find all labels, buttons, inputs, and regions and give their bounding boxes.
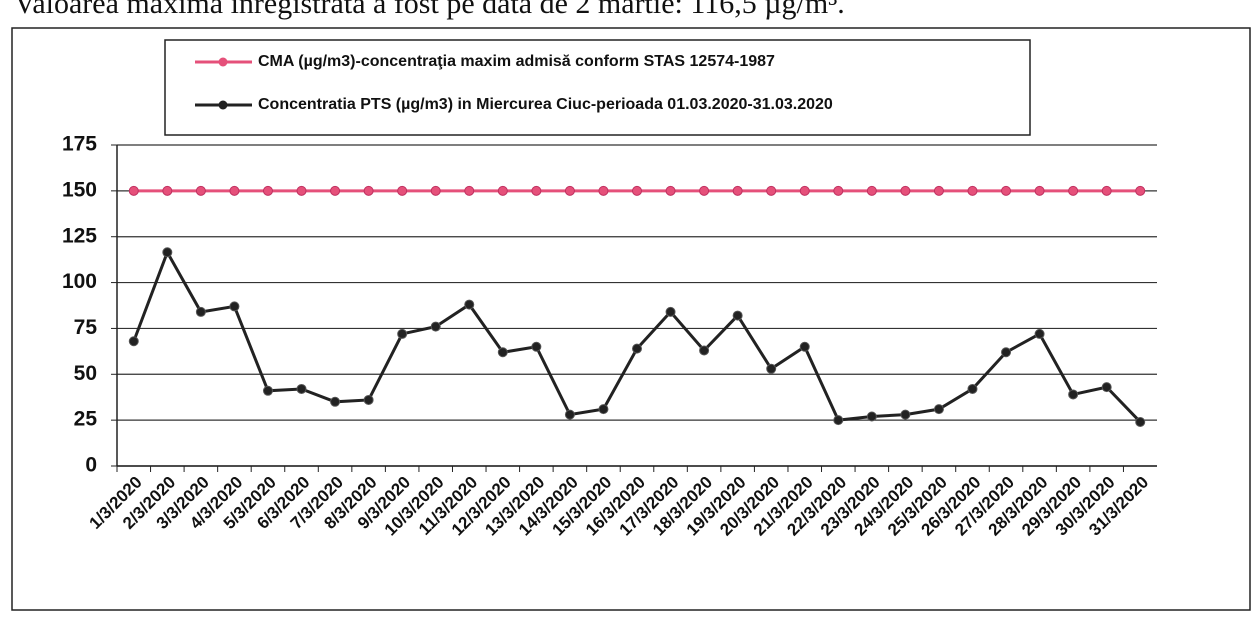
point <box>430 321 441 332</box>
point <box>866 411 877 422</box>
point <box>833 185 844 196</box>
point <box>967 185 978 196</box>
point <box>1135 185 1146 196</box>
point <box>833 415 844 426</box>
point <box>430 185 441 196</box>
point <box>699 185 710 196</box>
point <box>732 185 743 196</box>
point <box>195 306 206 317</box>
point <box>229 185 240 196</box>
y-tick-label: 75 <box>74 316 98 339</box>
series-line <box>132 248 1142 424</box>
point <box>866 185 877 196</box>
point <box>1068 389 1079 400</box>
y-tick-label: 150 <box>62 178 97 201</box>
point <box>262 385 273 396</box>
y-tick-label: 175 <box>62 133 97 156</box>
point <box>296 383 307 394</box>
point <box>766 185 777 196</box>
point <box>162 247 173 258</box>
point <box>1101 382 1112 393</box>
point <box>363 394 374 405</box>
y-tick-label: 125 <box>62 224 97 247</box>
point <box>598 185 609 196</box>
point <box>665 185 676 196</box>
point <box>162 185 173 196</box>
point <box>531 185 542 196</box>
point <box>900 185 911 196</box>
point <box>363 185 374 196</box>
point <box>564 409 575 420</box>
point <box>632 343 642 354</box>
point <box>766 363 777 374</box>
legend-label: Concentratia PTS (µg/m3) in Miercurea Ci… <box>258 96 833 113</box>
point <box>195 185 206 196</box>
point <box>1101 185 1112 196</box>
y-tick-label: 100 <box>62 270 97 293</box>
point <box>397 185 408 196</box>
point <box>1068 185 1079 196</box>
point <box>128 185 139 196</box>
point <box>229 301 240 312</box>
point <box>967 383 978 394</box>
point <box>732 310 743 321</box>
point <box>497 347 508 358</box>
point <box>262 185 273 196</box>
point <box>564 185 575 196</box>
point <box>933 185 944 196</box>
legend-box <box>164 39 1031 136</box>
point <box>497 185 508 196</box>
point <box>1001 185 1012 196</box>
point <box>1001 347 1012 358</box>
point <box>933 404 944 415</box>
point <box>330 396 341 407</box>
point <box>799 341 810 352</box>
legend-marker <box>218 100 228 110</box>
point <box>799 185 810 196</box>
point <box>1034 185 1045 196</box>
point <box>632 185 642 196</box>
chart-frame <box>11 27 1251 611</box>
y-tick-label: 0 <box>85 454 97 477</box>
point <box>900 409 911 420</box>
point <box>531 341 542 352</box>
point <box>699 345 710 356</box>
point <box>464 185 475 196</box>
legend-label: CMA (µg/m3)-concentraţia maxim admisă co… <box>258 53 775 70</box>
point <box>665 306 676 317</box>
point <box>397 328 408 339</box>
caption: Valoarea maximă înregistrată a fost pe d… <box>14 0 845 20</box>
point <box>464 299 475 310</box>
point <box>1034 328 1045 339</box>
legend-marker <box>218 57 228 67</box>
y-tick-label: 25 <box>74 408 98 431</box>
point <box>598 404 609 415</box>
point <box>1135 416 1146 427</box>
point <box>128 336 139 347</box>
point <box>330 185 341 196</box>
point <box>296 185 307 196</box>
y-tick-label: 50 <box>74 362 97 385</box>
